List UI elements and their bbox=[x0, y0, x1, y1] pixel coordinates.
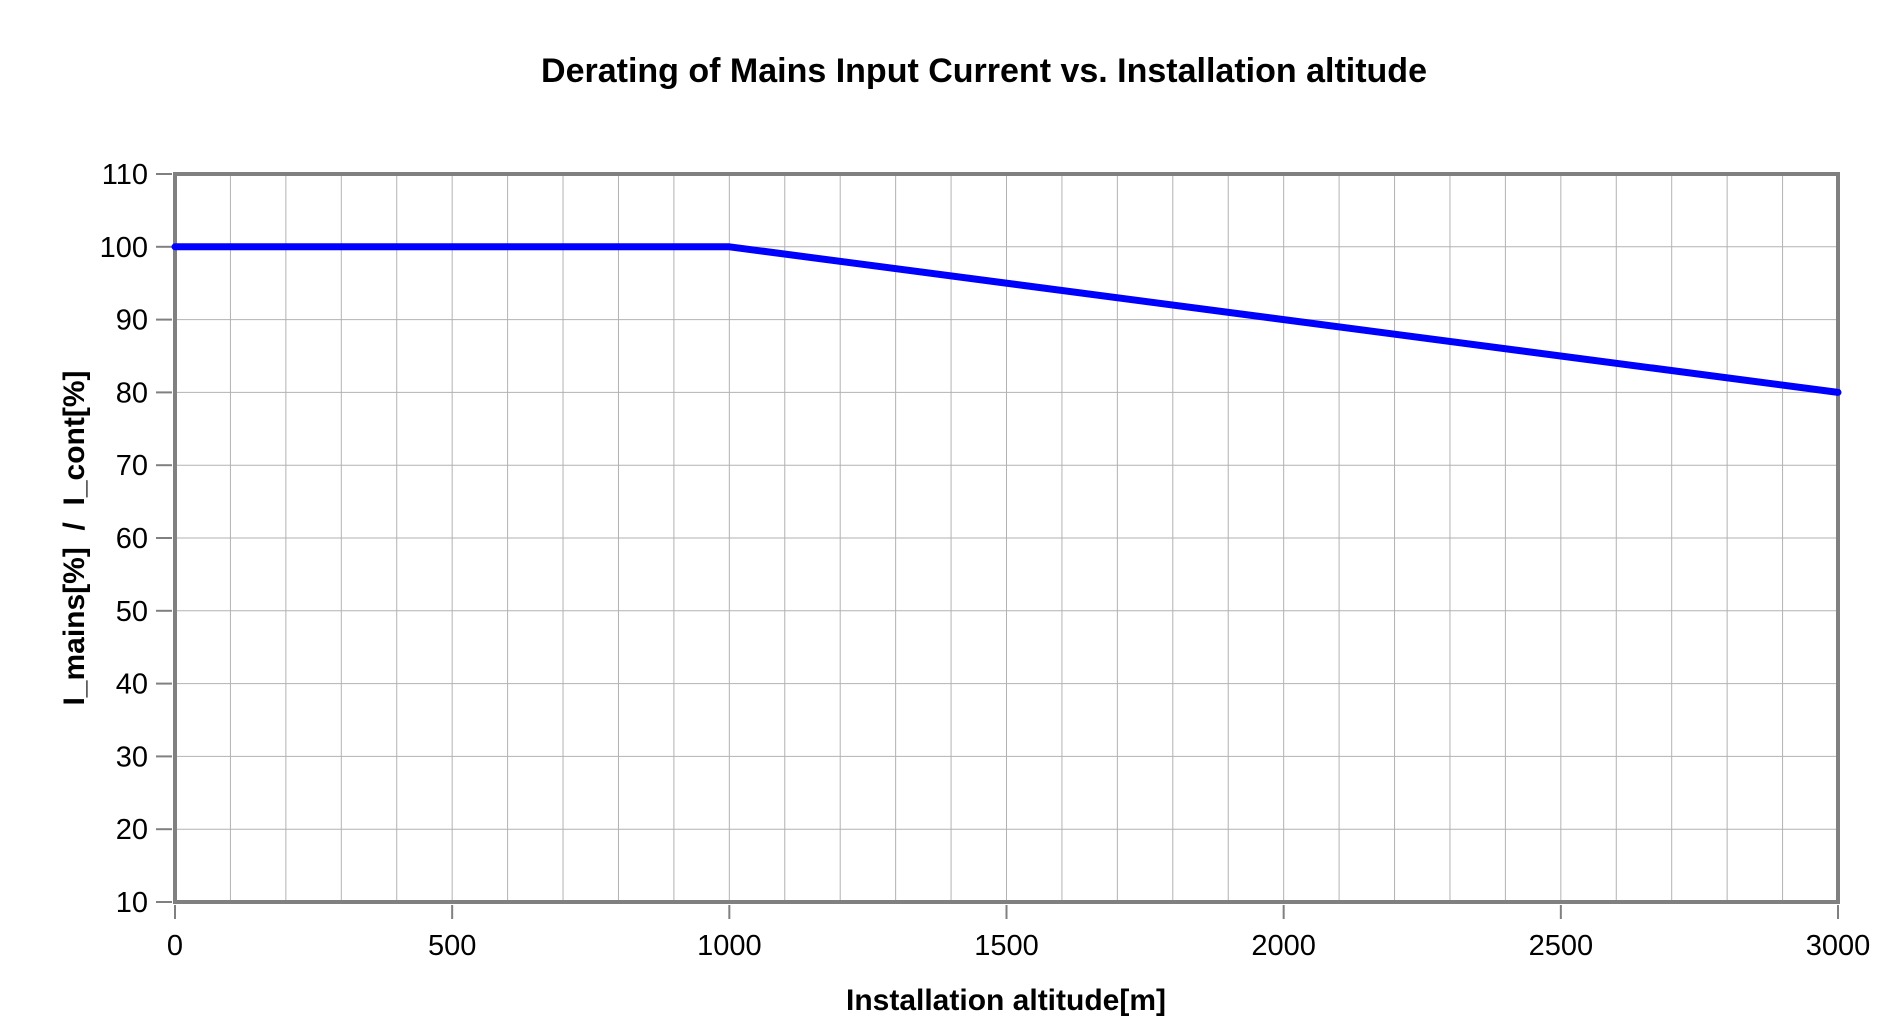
x-tick-label: 2000 bbox=[1251, 930, 1316, 962]
y-tick-label: 80 bbox=[116, 377, 148, 409]
y-axis: 10 20 30 40 50 60 70 80 90 100 110 bbox=[100, 159, 172, 919]
x-tick-label: 3000 bbox=[1806, 930, 1871, 962]
derating-line bbox=[171, 243, 1842, 396]
x-tick-label: 1500 bbox=[974, 930, 1039, 962]
x-tick-label: 0 bbox=[167, 930, 183, 962]
x-tick-label: 500 bbox=[428, 930, 476, 962]
x-tick-label: 2500 bbox=[1529, 930, 1594, 962]
y-tick-label: 110 bbox=[102, 159, 148, 191]
y-tick-label: 60 bbox=[116, 523, 148, 555]
y-tick-label: 90 bbox=[116, 305, 148, 337]
y-tick-label: 40 bbox=[116, 669, 148, 701]
chart-title: Derating of Mains Input Current vs. Inst… bbox=[541, 52, 1427, 90]
x-axis: 0 500 1000 1500 2000 2500 3000 bbox=[167, 905, 1870, 962]
data-series bbox=[171, 243, 1842, 396]
y-tick-label: 100 bbox=[100, 232, 148, 264]
plot-border bbox=[173, 172, 1840, 904]
x-axis-title: Installation altitude[m] bbox=[845, 984, 1167, 1017]
y-tick-label: 20 bbox=[116, 814, 148, 846]
gridlines bbox=[175, 174, 1838, 902]
y-tick-label: 10 bbox=[116, 887, 148, 919]
y-tick-label: 70 bbox=[116, 450, 148, 482]
y-tick-label: 30 bbox=[116, 741, 148, 773]
x-tick-label: 1000 bbox=[697, 930, 762, 962]
y-tick-label: 50 bbox=[116, 596, 148, 628]
